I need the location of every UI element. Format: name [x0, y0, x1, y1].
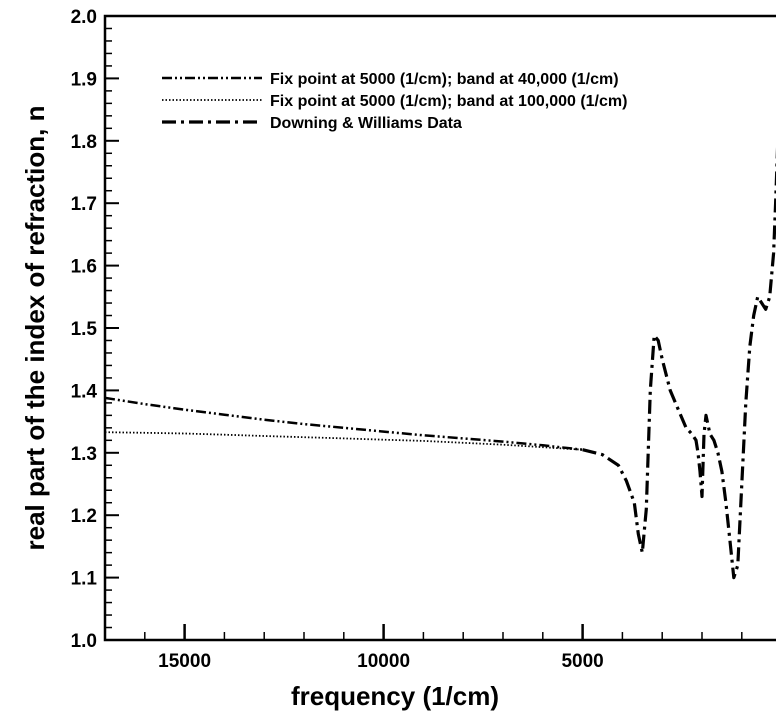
y-tick-label: 1.9 — [71, 69, 97, 90]
legend-label-2: Fix point at 5000 (1/cm); band at 100,00… — [270, 93, 627, 110]
x-tick-label: 15000 — [158, 651, 211, 672]
y-tick-label: 1.0 — [71, 631, 97, 652]
series-line-1 — [104, 396, 583, 451]
y-tick-label: 1.5 — [71, 319, 98, 340]
y-tick-label: 1.2 — [71, 506, 97, 527]
x-tick-label: 10000 — [357, 651, 410, 672]
y-tick-label: 1.3 — [71, 444, 97, 465]
x-tick-label: 5000 — [561, 651, 603, 672]
y-tick-label: 1.8 — [71, 132, 97, 153]
series-lines — [104, 146, 776, 580]
y-tick-label: 1.4 — [71, 381, 98, 402]
series-line-3 — [582, 146, 776, 580]
y-tick-label: 1.6 — [71, 257, 97, 278]
legend: Fix point at 5000 (1/cm); band at 40,000… — [162, 71, 627, 132]
axis-ticks — [105, 15, 743, 641]
y-tick-label: 1.7 — [71, 194, 97, 215]
x-axis-title: frequency (1/cm) — [291, 681, 499, 711]
tick-labels: 1.0 1.1 1.2 1.3 1.4 1.5 1.6 1.7 1.8 1.9 2.0 15000 10… — [71, 7, 604, 672]
y-tick-label: 1.1 — [71, 569, 98, 590]
legend-label-1: Fix point at 5000 (1/cm); band at 40,000… — [270, 71, 619, 88]
series-line-2 — [104, 431, 583, 451]
y-tick-label: 2.0 — [71, 7, 97, 28]
legend-label-3: Downing & Williams Data — [270, 115, 462, 132]
y-axis-title: real part of the index of refraction, n — [20, 106, 50, 551]
